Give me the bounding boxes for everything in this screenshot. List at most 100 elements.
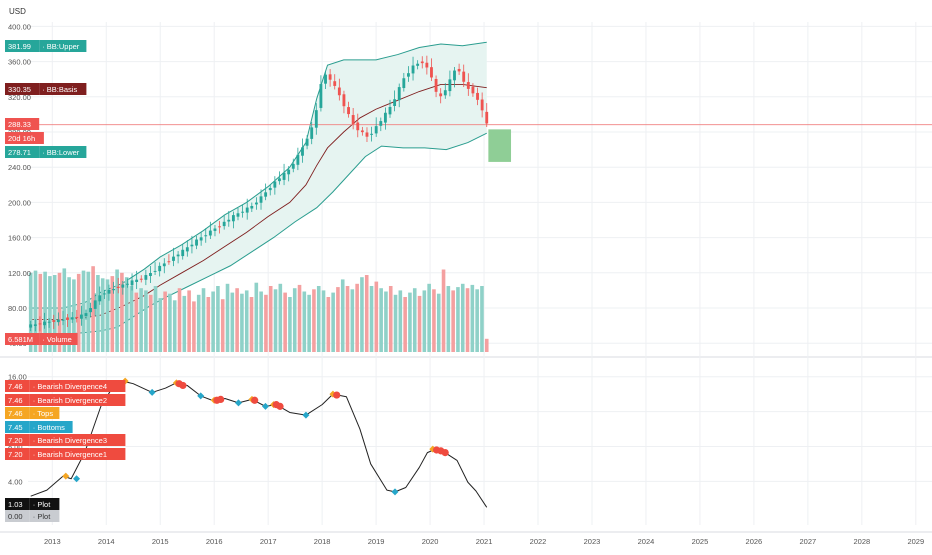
value-tag: 7.46 · Bearish Divergence2 (5, 394, 126, 406)
value-tag-label: · Plot (33, 500, 51, 509)
candle-body (93, 300, 97, 309)
value-tag: 7.45 · Bottoms (5, 421, 73, 433)
volume-bar (331, 292, 335, 352)
candle-body (430, 67, 433, 78)
price-tick-label: 360.00 (8, 58, 31, 67)
volume-bar (225, 283, 230, 352)
time-tick-label: 2021 (476, 537, 493, 546)
volume-bar (364, 275, 369, 352)
candle-body (328, 74, 332, 80)
volume-bar (139, 288, 143, 352)
value-tag-label-bg (39, 333, 78, 345)
volume-bar (216, 286, 220, 352)
bearish-divergence-marker (251, 396, 259, 404)
candle-body (324, 74, 327, 84)
volume-bar (480, 286, 484, 352)
price-tick-label: 200.00 (8, 198, 31, 207)
candle-body (75, 316, 79, 318)
candle-body (356, 122, 360, 131)
candle-body (287, 169, 291, 175)
value-tag-label-bg (39, 146, 87, 158)
value-tag-label-bg (29, 394, 126, 406)
candle-body (66, 317, 69, 320)
volume-bar (278, 283, 283, 352)
candle-body (365, 132, 369, 137)
time-tick-label: 2022 (530, 537, 547, 546)
currency-label: USD (9, 7, 26, 16)
volume-bar (336, 287, 340, 352)
candle-body (130, 280, 134, 286)
osc-tick-label: 8.00 (8, 443, 23, 452)
candle-body (402, 78, 406, 89)
candle-body (457, 68, 461, 72)
value-tag-value: 288.33 (8, 120, 31, 129)
bearish-divergence-marker (276, 402, 284, 410)
candle-body (89, 308, 93, 313)
candle-body (476, 92, 479, 100)
value-tag-label-bg (39, 40, 87, 52)
volume-bar (235, 288, 239, 352)
volume-bar (283, 292, 287, 352)
value-tag: 7.46 · Tops (5, 407, 60, 419)
volume-bar (273, 289, 278, 352)
candle-body (199, 237, 203, 241)
volume-bar (436, 293, 441, 352)
candle-body (434, 78, 438, 92)
time-tick-label: 2024 (638, 537, 655, 546)
candle-body (52, 320, 56, 322)
candle-body (107, 289, 111, 294)
volume-bar (86, 271, 91, 352)
bearish-divergence-marker (441, 449, 449, 457)
value-tag-label-bg (29, 510, 60, 522)
volume-bar (432, 289, 436, 352)
value-tag-label-bg (29, 498, 60, 510)
value-tag-badge (5, 434, 30, 446)
candle-body (208, 230, 212, 236)
value-tag-value: 7.46 (8, 396, 23, 405)
candle-body (296, 154, 300, 165)
volume-bar (297, 284, 302, 352)
value-tag-label: · Tops (33, 409, 54, 418)
candle-body (195, 239, 198, 246)
volume-bar (158, 298, 163, 352)
volume-bar (168, 293, 172, 352)
candle-body (439, 93, 443, 97)
value-tag-badge (5, 146, 40, 158)
candle-body (38, 323, 42, 325)
time-tick-label: 2015 (152, 537, 169, 546)
volume-bar (254, 282, 259, 352)
value-tag-badge (5, 118, 40, 130)
time-tick-label: 2027 (800, 537, 817, 546)
value-tag: 0.00 · Plot (5, 510, 60, 522)
candle-body (305, 138, 309, 146)
value-tag-badge (5, 498, 30, 510)
value-tag-badge (5, 83, 40, 95)
volume-bar (182, 295, 187, 352)
time-tick-label: 2018 (314, 537, 331, 546)
bb-lower-line (30, 132, 487, 337)
candle-body (273, 181, 277, 188)
value-tag-label-bg (29, 434, 126, 446)
volume-bar (67, 277, 71, 352)
candle-body (259, 196, 263, 203)
candle-body (250, 206, 254, 209)
candle-body (84, 313, 88, 317)
bottoms-marker (261, 402, 269, 410)
candle-body (278, 178, 281, 182)
volume-bar (441, 269, 446, 352)
candle-body (374, 126, 378, 134)
candle-body (245, 207, 249, 213)
candle-body (485, 111, 489, 124)
volume-bar (43, 271, 47, 352)
bearish-divergence-marker (217, 395, 225, 403)
value-tag-label: · BB:Lower (42, 148, 80, 157)
bottoms-marker (302, 411, 310, 419)
value-tag-value: 278.71 (8, 148, 31, 157)
value-tag-label: · Bearish Divergence1 (33, 450, 107, 459)
volume-bar (28, 272, 33, 352)
value-tag: 7.46 · Bearish Divergence4 (5, 380, 126, 392)
volume-bar (316, 286, 321, 352)
price-tick-label: 160.00 (8, 234, 31, 243)
candle-body (222, 221, 226, 227)
